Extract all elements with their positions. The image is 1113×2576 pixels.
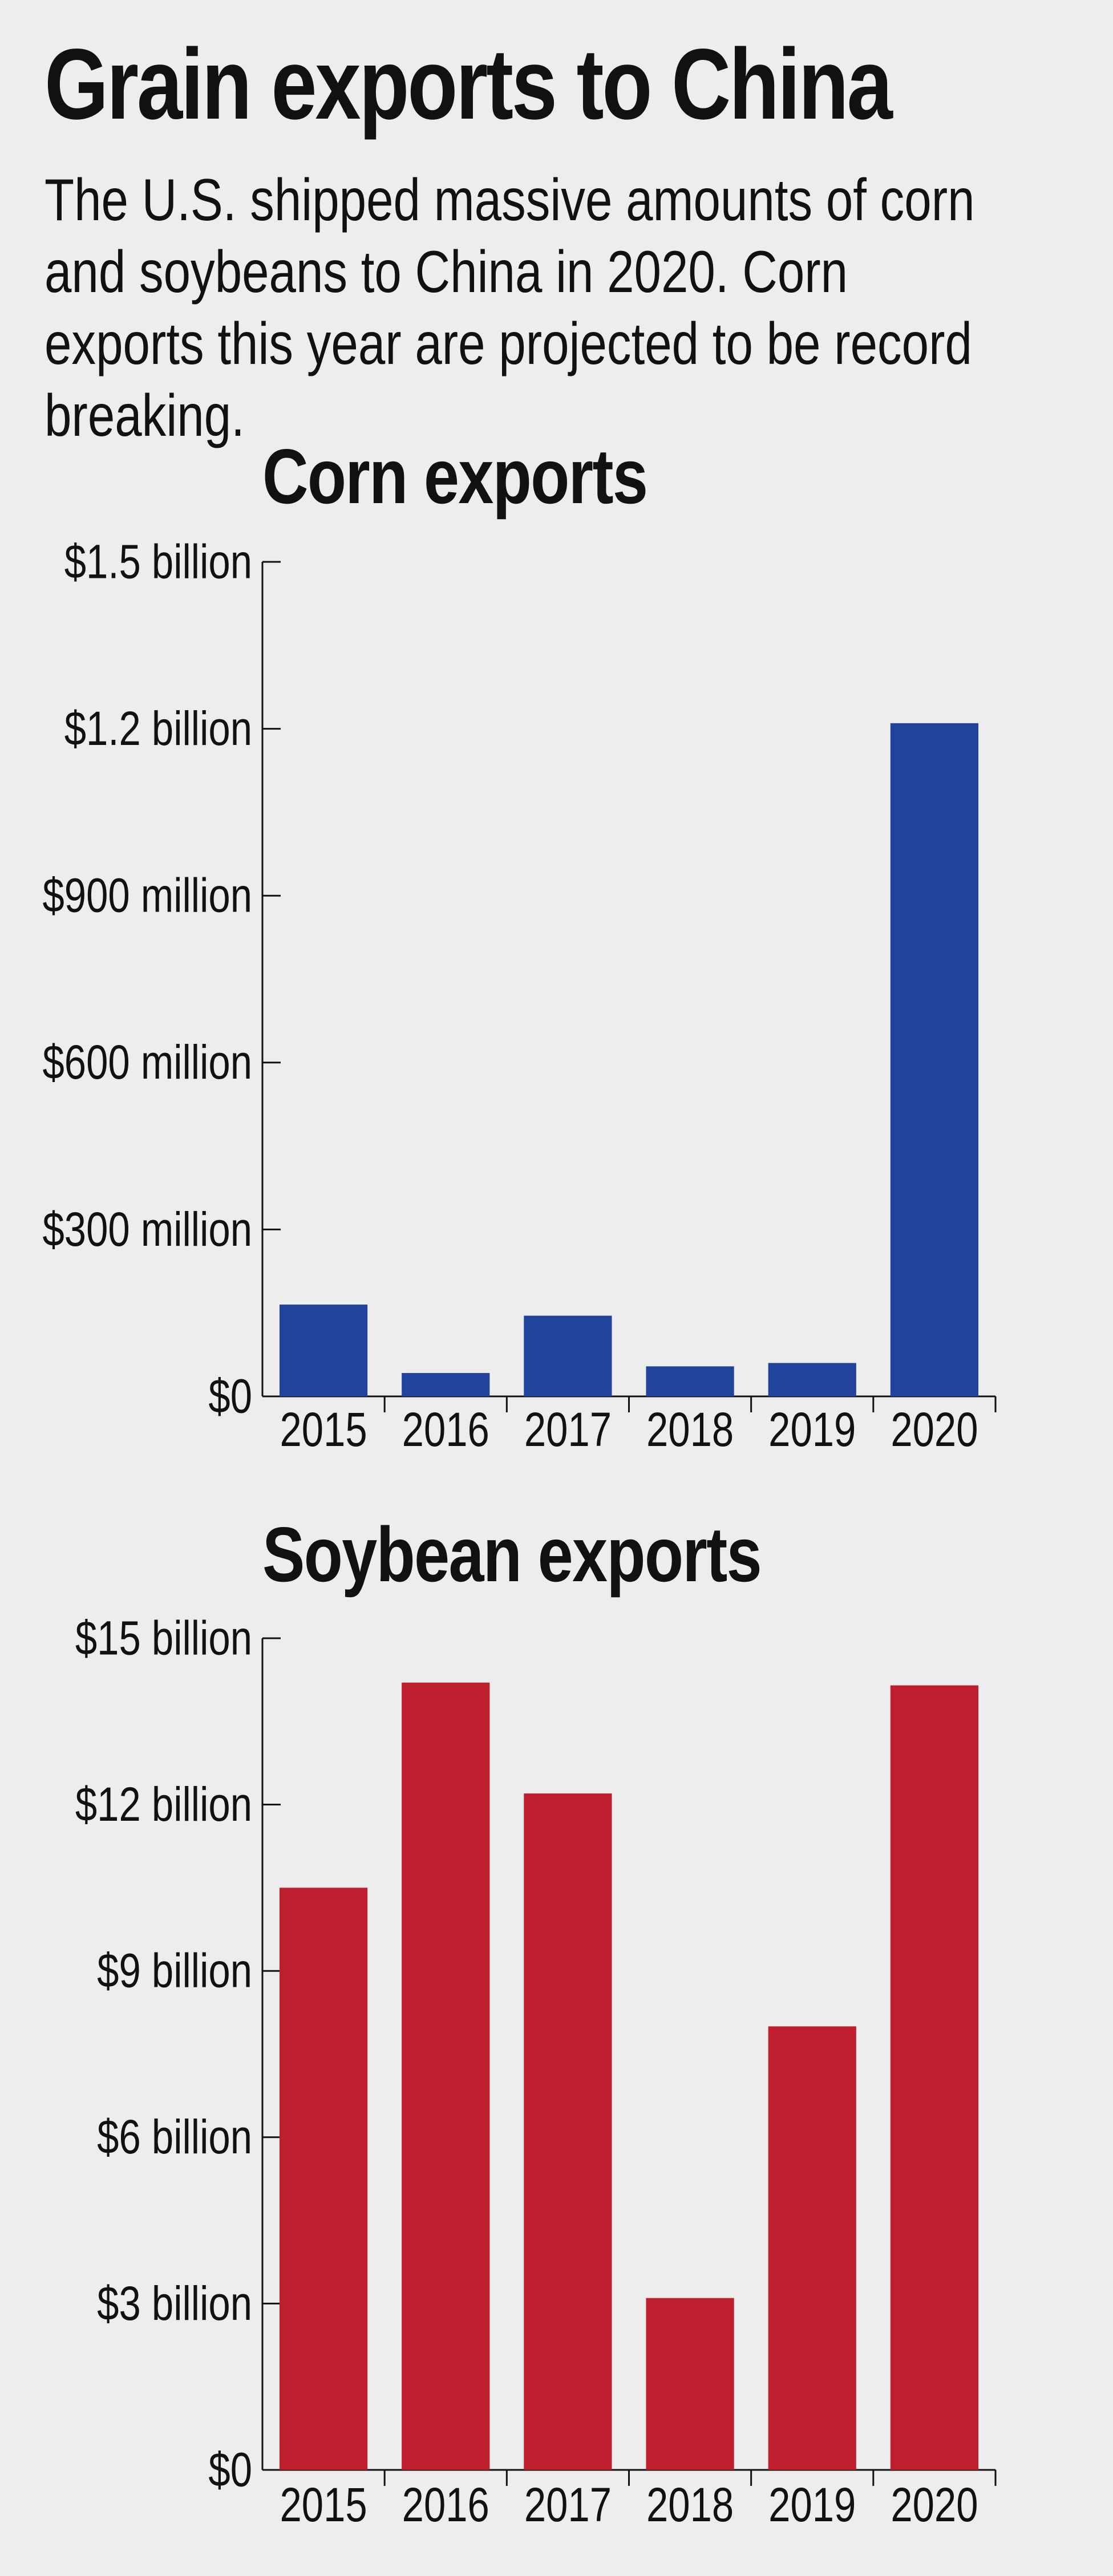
soybean-bar-2016 — [402, 1682, 490, 2470]
soybean-x-tick-label: 2020 — [891, 2478, 978, 2532]
corn-x-tick-label: 2018 — [646, 1403, 734, 1457]
soybean-bar-2018 — [646, 2298, 734, 2470]
soybean-x-tick-label: 2018 — [646, 2478, 734, 2532]
corn-chart-title: Corn exports — [262, 433, 648, 520]
corn-y-tick-label: $900 million — [42, 869, 252, 922]
corn-y-tick-label: $1.5 billion — [64, 535, 252, 589]
corn-x-tick-label: 2017 — [524, 1403, 612, 1457]
soybean-chart-title: Soybean exports — [262, 1511, 762, 1598]
soybean-y-tick-label: $9 billion — [97, 1944, 252, 1998]
corn-y-tick-label: $600 million — [42, 1036, 252, 1089]
page-title: Grain exports to China — [44, 29, 893, 140]
soybean-bar-2019 — [768, 2026, 856, 2470]
corn-bar-2016 — [402, 1373, 490, 1396]
corn-x-tick-label: 2019 — [768, 1403, 856, 1457]
soybean-y-tick-label: $0 — [208, 2443, 252, 2497]
corn-y-tick-label: $300 million — [42, 1202, 252, 1256]
soybean-bar-2017 — [524, 1793, 612, 2470]
soybean-chart-svg: $0 $3 billion $6 billion $9 billion $12 bill… — [75, 1611, 997, 2532]
corn-x-tick-label: 2016 — [402, 1403, 489, 1457]
page-subtitle: The U.S. shipped massive amounts of corn… — [44, 167, 975, 449]
corn-y-tick-label: $0 — [208, 1370, 252, 1423]
corn-x-tick-label: 2020 — [891, 1403, 978, 1457]
corn-bar-2018 — [646, 1366, 734, 1396]
soybean-y-tick-label: $6 billion — [97, 2111, 252, 2164]
corn-x-tick-label: 2015 — [280, 1403, 367, 1457]
soybean-x-tick-label: 2017 — [524, 2478, 612, 2532]
corn-bar-2017 — [524, 1315, 612, 1396]
soybean-x-tick-label: 2016 — [402, 2478, 489, 2532]
soybean-y-tick-label: $12 billion — [75, 1778, 252, 1832]
soybean-x-tick-label: 2015 — [280, 2478, 367, 2532]
soybean-y-tick-label: $3 billion — [97, 2277, 252, 2330]
corn-bar-2020 — [890, 723, 979, 1396]
soybean-bar-2015 — [279, 1888, 368, 2470]
corn-y-tick-label: $1.2 billion — [64, 702, 252, 756]
soybean-x-tick-label: 2019 — [768, 2478, 856, 2532]
corn-bar-2019 — [768, 1363, 856, 1396]
soybean-bar-2020 — [890, 1685, 979, 2470]
soybean-y-tick-label: $15 billion — [75, 1611, 252, 1665]
corn-bar-2015 — [279, 1305, 368, 1396]
corn-chart-svg: $0 $300 million $600 million $900 million $1… — [42, 535, 997, 1457]
